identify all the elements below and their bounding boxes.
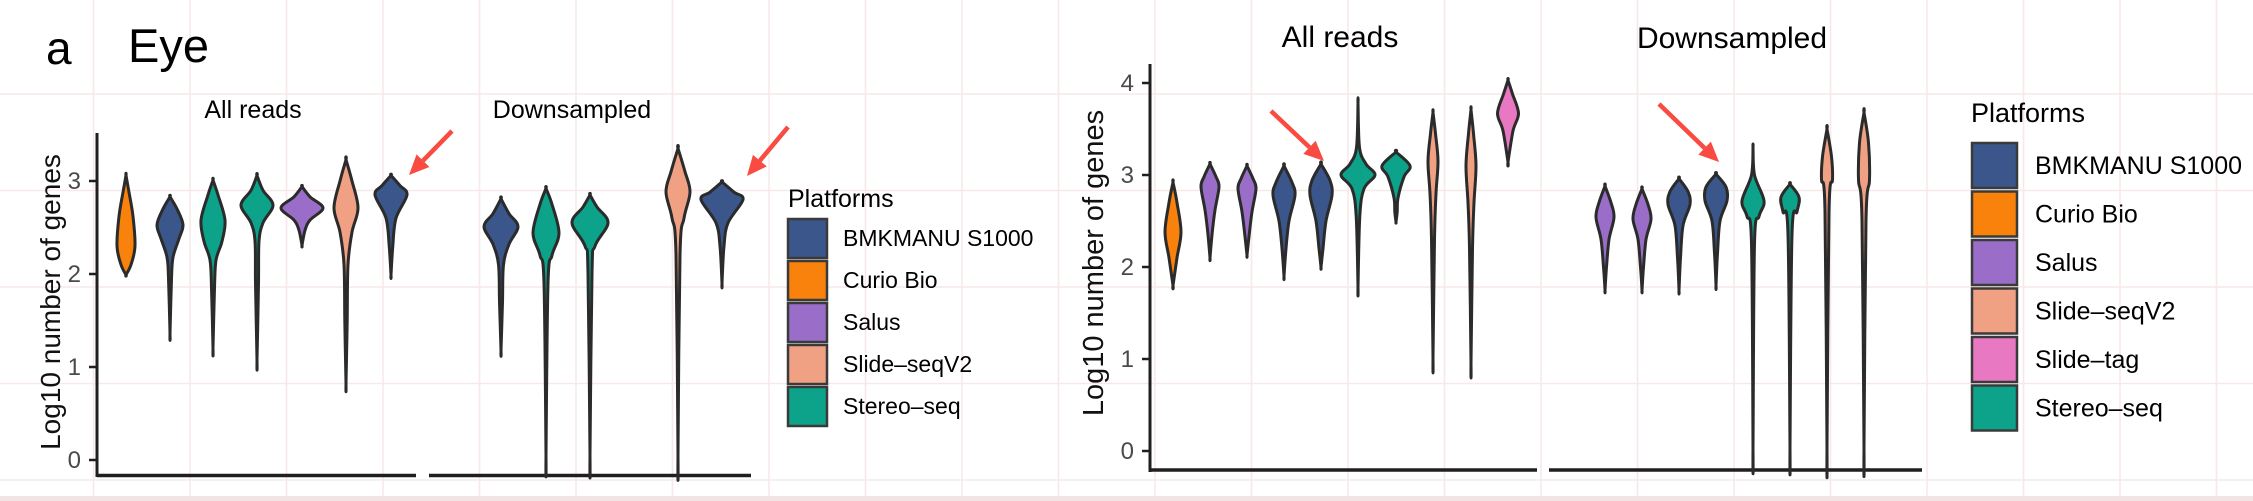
right-red-arrow-head: [1698, 141, 1719, 162]
left-y-tick-label: 2: [68, 261, 81, 288]
left-y-tick-label: 1: [68, 354, 81, 381]
left-red-arrow-head: [747, 154, 767, 176]
right-red-arrow-head: [1303, 140, 1324, 161]
violin-left-all-reads-salus: [279, 183, 325, 249]
right-facet-label-downsampled: Downsampled: [1637, 22, 1827, 55]
left-legend-title: Platforms: [788, 185, 894, 213]
right-red-arrow-shaft: [1269, 109, 1311, 149]
right-legend-label: Slide–seqV2: [2035, 298, 2175, 326]
violin-left-all-reads-bmkmanu-s1000: [373, 172, 409, 280]
left-red-arrow-shaft: [421, 129, 454, 163]
left-y-tick-label: 0: [68, 447, 81, 474]
right-red-arrow-shaft: [1657, 102, 1707, 150]
right-y-axis-label: Log10 number of genes: [1078, 110, 1110, 416]
violin-left-all-reads-bmkmanu-s1000: [155, 193, 185, 342]
right-legend-swatch-curio-bio: [1970, 190, 2019, 238]
violin-right-all-reads-stereo-seq: [1380, 148, 1412, 225]
left-legend-label: Salus: [843, 309, 901, 335]
violin-right-all-reads-slide-tag: [1495, 76, 1521, 168]
violin-right-downsampled-salus: [1594, 182, 1616, 295]
left-facet-label-all-reads: All reads: [204, 96, 301, 124]
right-legend-swatch-bmkmanu-s1000: [1970, 141, 2019, 190]
right-legend-label: Slide–tag: [2035, 346, 2139, 374]
left-facet-label-downsampled: Downsampled: [493, 96, 651, 124]
right-y-tick-label: 2: [1121, 254, 1134, 281]
right-facet-label-all-reads: All reads: [1282, 21, 1399, 54]
bottom-strip: [0, 496, 2253, 501]
left-legend-swatch-bmkmanu-s1000: [786, 217, 829, 260]
left-legend-swatch-curio-bio: [786, 259, 829, 302]
violin-right-all-reads-slide-seqv2: [1464, 105, 1478, 380]
violin-right-all-reads-stereo-seq: [1339, 96, 1377, 298]
violin-right-downsampled-bmkmanu-s1000: [1702, 170, 1730, 291]
left-legend-swatch-stereo-seq: [786, 385, 829, 428]
violin-right-downsampled-bmkmanu-s1000: [1666, 175, 1692, 296]
violin-right-all-reads-bmkmanu-s1000: [1308, 160, 1334, 271]
violin-layer: [115, 76, 1872, 482]
right-y-tick-label: 3: [1121, 162, 1134, 189]
legend-layer: BMKMANU S1000 Curio Bio Salus Slide–seqV2 St…: [786, 141, 2242, 432]
right-legend-swatch-stereo-seq: [1970, 384, 2019, 432]
violin-left-all-reads-curio-bio: [115, 171, 137, 278]
violin-left-downsampled-stereo-seq: [570, 191, 610, 480]
violin-left-downsampled-bmkmanu-s1000: [699, 179, 745, 290]
violin-left-downsampled-bmkmanu-s1000: [482, 195, 520, 358]
violin-right-all-reads-salus: [1199, 160, 1221, 263]
violin-right-downsampled-slide-seqv2: [1819, 124, 1835, 479]
right-legend-label: Stereo–seq: [2035, 395, 2163, 423]
right-y-tick-label: 0: [1121, 438, 1134, 465]
left-legend-label: BMKMANU S1000: [843, 225, 1033, 251]
figure-title: Eye: [128, 19, 209, 72]
left-red-arrow-head: [409, 154, 430, 175]
left-y-axis-label: Log10 number of genes: [35, 154, 66, 450]
right-y-tick-label: 4: [1121, 70, 1134, 97]
violin-right-all-reads-curio-bio: [1163, 178, 1183, 291]
violin-left-all-reads-stereo-seq: [199, 176, 227, 358]
violin-right-downsampled-salus: [1631, 185, 1653, 295]
left-legend-swatch-salus: [786, 301, 829, 344]
violin-right-all-reads-slide-seqv2: [1426, 108, 1440, 375]
violin-right-downsampled-stereo-seq: [1779, 181, 1801, 477]
right-legend-label: BMKMANU S1000: [2035, 152, 2242, 180]
right-legend-swatch-slide-seqv2: [1970, 287, 2019, 335]
left-red-arrow-shaft: [758, 125, 790, 163]
left-legend-label: Slide–seqV2: [843, 351, 972, 377]
left-legend-swatch-slide-seqv2: [786, 343, 829, 386]
panel-label: a: [46, 22, 72, 74]
violin-left-all-reads-slide-seqv2: [332, 155, 360, 394]
left-y-tick-label: 3: [68, 168, 81, 195]
right-y-tick-label: 1: [1121, 346, 1134, 373]
left-legend-label: Stereo–seq: [843, 393, 961, 419]
violin-right-downsampled-stereo-seq: [1740, 142, 1766, 475]
violin-left-downsampled-stereo-seq: [531, 184, 561, 479]
right-legend-title: Platforms: [1971, 98, 2085, 128]
right-legend-label: Curio Bio: [2035, 201, 2138, 229]
violin-left-downsampled-slide-seqv2: [664, 144, 692, 482]
violin-left-all-reads-stereo-seq: [239, 172, 275, 372]
violin-right-all-reads-salus: [1236, 162, 1258, 259]
right-legend-swatch-salus: [1970, 238, 2019, 287]
right-legend-label: Salus: [2035, 249, 2098, 277]
violin-right-all-reads-bmkmanu-s1000: [1271, 162, 1297, 282]
violin-right-downsampled-slide-seqv2: [1856, 107, 1872, 478]
arrow-layer: [409, 102, 1719, 176]
left-legend-label: Curio Bio: [843, 267, 938, 293]
right-legend-swatch-slide-tag: [1970, 335, 2019, 384]
